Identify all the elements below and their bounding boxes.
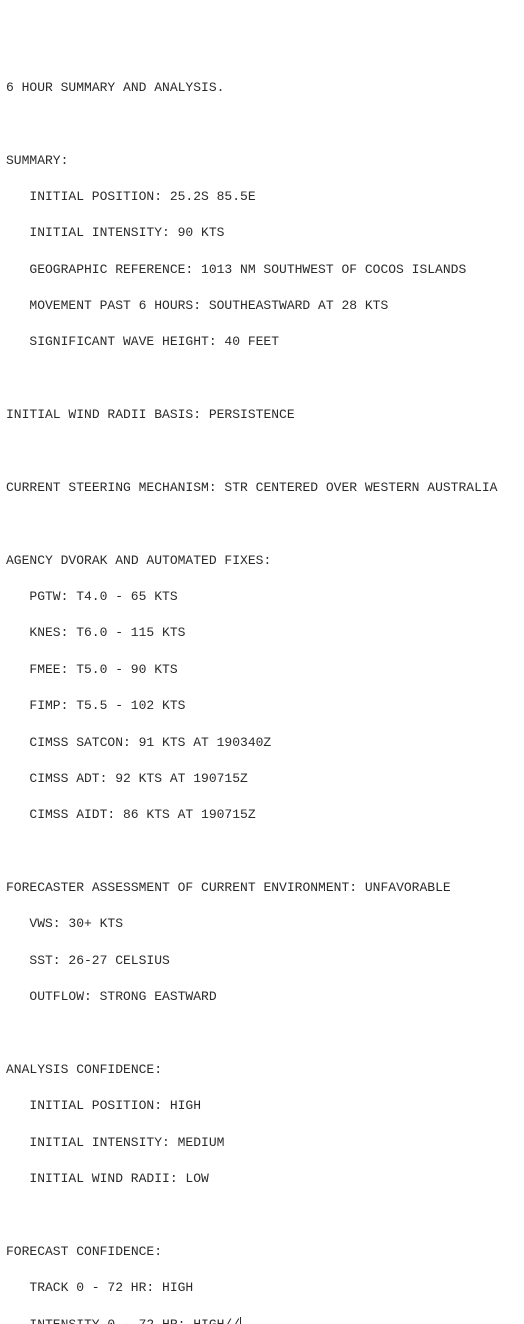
steering-mechanism: CURRENT STEERING MECHANISM: STR CENTERED… bbox=[6, 479, 516, 497]
title-line: 6 HOUR SUMMARY AND ANALYSIS. bbox=[6, 79, 516, 97]
forecast-confidence-header: FORECAST CONFIDENCE: bbox=[6, 1243, 516, 1261]
environment-header: FORECASTER ASSESSMENT OF CURRENT ENVIRON… bbox=[6, 879, 516, 897]
text-cursor bbox=[240, 1317, 241, 1324]
blank-line bbox=[6, 115, 516, 133]
summary-header: SUMMARY: bbox=[6, 152, 516, 170]
wind-radii-basis: INITIAL WIND RADII BASIS: PERSISTENCE bbox=[6, 406, 516, 424]
blank-line bbox=[6, 843, 516, 861]
dvorak-fimp: FIMP: T5.5 - 102 KTS bbox=[6, 697, 516, 715]
analysis-confidence-wind-radii: INITIAL WIND RADII: LOW bbox=[6, 1170, 516, 1188]
dvorak-knes: KNES: T6.0 - 115 KTS bbox=[6, 624, 516, 642]
forecast-confidence-intensity-text: INTENSITY 0 - 72 HR: HIGH// bbox=[29, 1317, 240, 1324]
analysis-confidence-intensity: INITIAL INTENSITY: MEDIUM bbox=[6, 1134, 516, 1152]
summary-initial-position: INITIAL POSITION: 25.2S 85.5E bbox=[6, 188, 516, 206]
environment-vws: VWS: 30+ KTS bbox=[6, 915, 516, 933]
summary-initial-intensity: INITIAL INTENSITY: 90 KTS bbox=[6, 224, 516, 242]
summary-geographic-reference: GEOGRAPHIC REFERENCE: 1013 NM SOUTHWEST … bbox=[6, 261, 516, 279]
dvorak-header: AGENCY DVORAK AND AUTOMATED FIXES: bbox=[6, 552, 516, 570]
summary-wave-height: SIGNIFICANT WAVE HEIGHT: 40 FEET bbox=[6, 333, 516, 351]
summary-movement: MOVEMENT PAST 6 HOURS: SOUTHEASTWARD AT … bbox=[6, 297, 516, 315]
environment-sst: SST: 26-27 CELSIUS bbox=[6, 952, 516, 970]
blank-line bbox=[6, 443, 516, 461]
dvorak-cimss-adt: CIMSS ADT: 92 KTS AT 190715Z bbox=[6, 770, 516, 788]
analysis-confidence-header: ANALYSIS CONFIDENCE: bbox=[6, 1061, 516, 1079]
forecast-confidence-intensity: INTENSITY 0 - 72 HR: HIGH// bbox=[6, 1316, 516, 1324]
blank-line bbox=[6, 1025, 516, 1043]
blank-line bbox=[6, 515, 516, 533]
blank-line bbox=[6, 1206, 516, 1224]
blank-line bbox=[6, 370, 516, 388]
dvorak-cimss-satcon: CIMSS SATCON: 91 KTS AT 190340Z bbox=[6, 734, 516, 752]
dvorak-fmee: FMEE: T5.0 - 90 KTS bbox=[6, 661, 516, 679]
analysis-confidence-position: INITIAL POSITION: HIGH bbox=[6, 1097, 516, 1115]
forecast-confidence-track: TRACK 0 - 72 HR: HIGH bbox=[6, 1279, 516, 1297]
environment-outflow: OUTFLOW: STRONG EASTWARD bbox=[6, 988, 516, 1006]
dvorak-pgtw: PGTW: T4.0 - 65 KTS bbox=[6, 588, 516, 606]
dvorak-cimss-aidt: CIMSS AIDT: 86 KTS AT 190715Z bbox=[6, 806, 516, 824]
